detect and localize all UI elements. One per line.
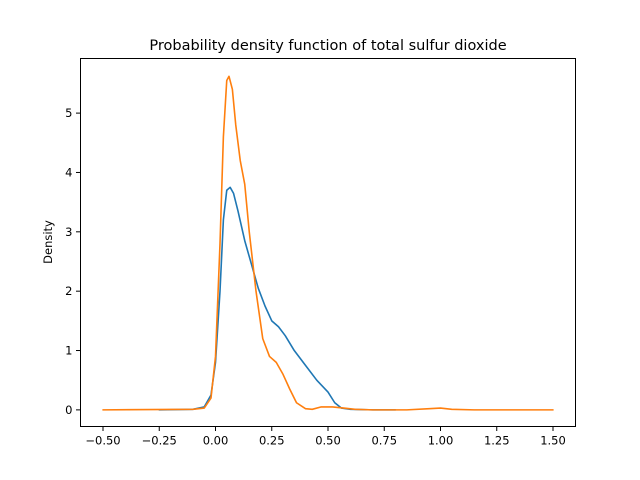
y-axis: 0 1 2 3 4 5 — [65, 106, 81, 417]
y-tick-label: 4 — [65, 165, 72, 179]
x-axis: −0.50 −0.25 0.00 0.25 0.50 0.75 1.00 1.25 1.50 — [85, 426, 566, 448]
x-tick-label: 0.25 — [259, 434, 285, 448]
plot-lines — [102, 75, 554, 411]
x-tick-label: −0.25 — [142, 434, 177, 448]
y-tick-label: 0 — [65, 403, 72, 417]
y-tick-label: 5 — [65, 106, 72, 120]
series-line-1 — [158, 186, 397, 411]
x-tick-label: 1.50 — [540, 434, 566, 448]
x-tick-label: 0.00 — [203, 434, 229, 448]
y-tick-label: 3 — [65, 225, 72, 239]
x-tick-label: 0.75 — [371, 434, 397, 448]
x-tick-label: 1.00 — [428, 434, 454, 448]
series-line-2 — [102, 75, 554, 411]
y-tick-label: 2 — [65, 284, 72, 298]
x-tick-label: 0.50 — [315, 434, 341, 448]
x-tick-label: −0.50 — [85, 434, 120, 448]
y-tick-label: 1 — [65, 344, 72, 358]
y-axis-label: Density — [41, 220, 55, 264]
plot-frame — [80, 58, 576, 427]
chart-title: Probability density function of total su… — [149, 38, 506, 54]
x-tick-label: 1.25 — [484, 434, 510, 448]
